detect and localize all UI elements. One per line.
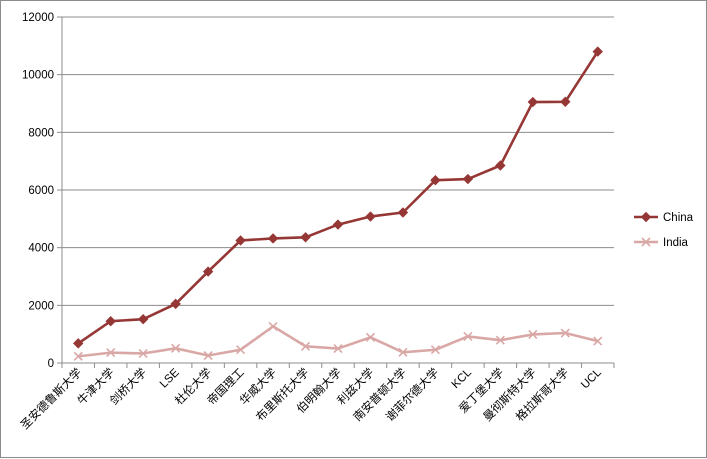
data-point-india	[560, 328, 570, 338]
y-tick-label: 8000	[28, 127, 54, 139]
x-tick-label: 圣安德鲁斯大学	[18, 365, 85, 432]
y-tick-label: 4000	[28, 243, 54, 255]
x-tick-label: LSE	[158, 366, 182, 390]
y-tick-label: 0	[48, 358, 54, 370]
data-point-india	[495, 335, 505, 345]
y-tick-label: 6000	[28, 185, 54, 197]
data-point-india	[138, 348, 148, 359]
data-point-china	[137, 313, 149, 325]
data-point-india	[268, 321, 278, 331]
data-point-india	[236, 345, 246, 355]
x-tick-label: 谢菲尔德大学	[383, 365, 442, 424]
legend-label: China	[663, 212, 694, 224]
legend-label: India	[663, 237, 689, 249]
data-point-india	[365, 332, 376, 342]
data-point-india	[463, 331, 473, 342]
data-point-china	[462, 173, 474, 185]
y-tick-label: 12000	[22, 12, 54, 24]
data-point-china	[397, 207, 409, 218]
data-point-china	[560, 96, 571, 107]
data-point-china	[332, 219, 344, 230]
data-point-china	[202, 266, 214, 277]
series-china	[73, 46, 603, 349]
data-point-china	[527, 96, 539, 108]
data-point-china	[170, 298, 181, 310]
y-tick-label: 2000	[28, 300, 54, 312]
data-point-china	[267, 233, 279, 244]
data-point-india	[106, 348, 116, 358]
data-point-china	[73, 338, 84, 349]
y-tick-labels: 0 2000 4000 6000 8000 10000 12000	[22, 12, 54, 370]
data-point-china	[495, 160, 506, 171]
data-point-china	[592, 46, 603, 57]
data-point-india	[333, 344, 343, 354]
series-line-china	[77, 50, 599, 345]
legend-marker	[641, 237, 651, 247]
series-india	[73, 321, 603, 361]
legend-entry-china: China	[634, 211, 694, 224]
data-point-india	[430, 345, 440, 355]
data-point-china	[105, 315, 116, 327]
data-point-china	[235, 235, 246, 246]
data-point-india	[171, 343, 181, 353]
data-point-india	[528, 329, 538, 340]
legend: China India	[634, 211, 694, 249]
data-point-india	[398, 347, 408, 357]
x-tick-label: UCL	[579, 366, 604, 391]
legend-marker	[640, 211, 652, 223]
series-line-india	[78, 325, 599, 358]
data-point-india	[593, 336, 603, 346]
gridlines	[62, 16, 614, 306]
data-point-india	[73, 351, 83, 361]
y-tick-label: 10000	[22, 70, 54, 82]
data-point-china	[300, 232, 311, 243]
x-tick-label: 格拉斯哥大学	[513, 365, 572, 424]
data-point-india	[203, 350, 213, 361]
legend-entry-india: India	[634, 237, 689, 249]
axes	[57, 16, 615, 368]
x-tick-label: KCL	[450, 366, 475, 391]
data-point-india	[300, 341, 311, 351]
data-point-china	[365, 211, 376, 222]
series	[73, 46, 603, 361]
data-point-china	[430, 174, 441, 186]
